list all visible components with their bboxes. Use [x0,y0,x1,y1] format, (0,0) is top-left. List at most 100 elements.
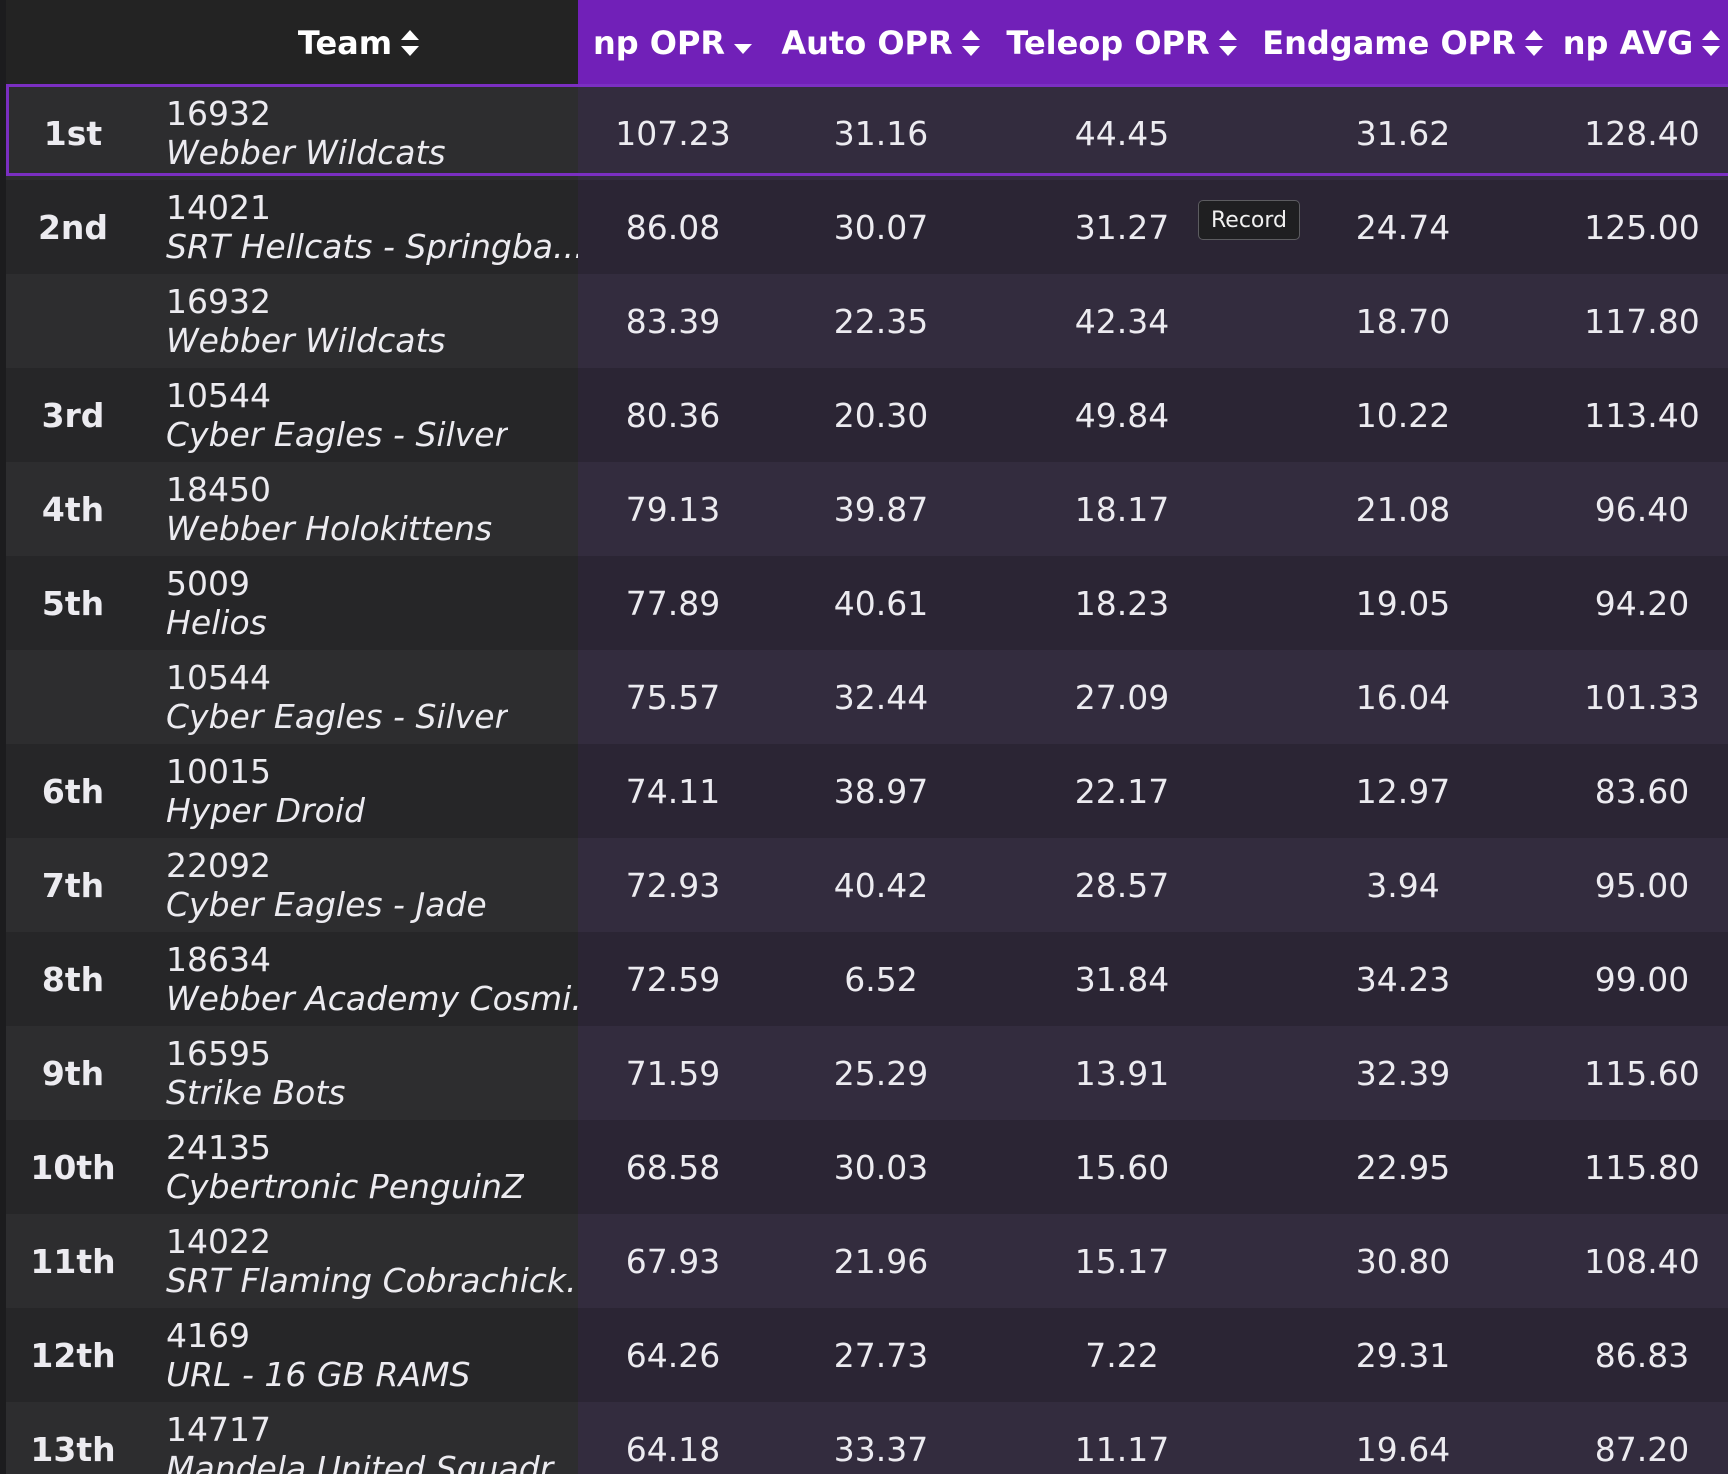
team-cell[interactable]: 16932 Webber Wildcats [140,274,578,368]
team-name: SRT Hellcats - Springba... [166,227,578,266]
endgame-opr-cell: 19.05 [1355,583,1451,623]
np-avg-cell: 117.80 [1584,301,1700,341]
np-opr-cell: 75.57 [625,677,721,717]
auto-opr-cell: 32.44 [833,677,929,717]
teleop-opr-cell: 49.84 [1074,395,1170,435]
table-row[interactable]: 9th 16595 Strike Bots 71.59 25.29 13.91 … [6,1026,1728,1120]
np-opr-cell: 67.93 [625,1241,721,1281]
np-opr-cell: 74.11 [625,771,721,811]
sort-descending-icon [733,29,753,57]
auto-opr-cell: 40.61 [833,583,929,623]
team-cell[interactable]: 18450 Webber Holokittens [140,462,578,556]
teleop-opr-cell: 18.23 [1074,583,1170,623]
np-opr-cell: 64.18 [625,1429,721,1469]
np-avg-cell: 108.40 [1584,1241,1700,1281]
column-header-np-opr[interactable]: np OPR [578,0,768,86]
np-opr-cell: 68.58 [625,1147,721,1187]
endgame-opr-cell: 22.95 [1355,1147,1451,1187]
rank-label: 11th [30,1241,116,1281]
np-avg-cell: 87.20 [1594,1429,1690,1469]
teleop-opr-cell: 44.45 [1074,113,1170,153]
team-cell[interactable]: 10544 Cyber Eagles - Silver [140,368,578,462]
table-row[interactable]: 10th 24135 Cybertronic PenguinZ 68.58 30… [6,1120,1728,1214]
teleop-opr-cell: 42.34 [1074,301,1170,341]
team-cell[interactable]: 16932 Webber Wildcats [140,86,578,180]
np-opr-cell: 72.59 [625,959,721,999]
np-opr-cell: 83.39 [625,301,721,341]
team-name: Cyber Eagles - Silver [166,415,509,454]
table-row[interactable]: 1st 16932 Webber Wildcats 107.23 31.16 4… [6,86,1728,180]
np-avg-cell: 99.00 [1594,959,1690,999]
auto-opr-cell: 27.73 [833,1335,929,1375]
column-header-auto-opr[interactable]: Auto OPR [768,0,994,86]
rank-cell: 6th [6,744,140,838]
auto-opr-cell: 6.52 [844,959,918,999]
team-number: 14717 [166,1410,271,1449]
column-header-endgame-opr[interactable]: Endgame OPR [1250,0,1556,86]
team-name: Cyber Eagles - Jade [166,885,487,924]
team-cell[interactable]: 14022 SRT Flaming Cobrachick... [140,1214,578,1308]
auto-opr-cell: 22.35 [833,301,929,341]
endgame-opr-cell: 19.64 [1355,1429,1451,1469]
team-name: Cybertronic PenguinZ [166,1167,525,1206]
team-cell[interactable]: 14717 Mandela United Squadr... [140,1402,578,1474]
table-row[interactable]: 11th 14022 SRT Flaming Cobrachick... 67.… [6,1214,1728,1308]
teleop-opr-cell: 11.17 [1074,1429,1170,1469]
column-header-np-avg[interactable]: np AVG [1556,0,1728,86]
team-cell[interactable]: 24135 Cybertronic PenguinZ [140,1120,578,1214]
table-row[interactable]: 7th 22092 Cyber Eagles - Jade 72.93 40.4… [6,838,1728,932]
np-opr-cell: 77.89 [625,583,721,623]
teleop-opr-cell: 18.17 [1074,489,1170,529]
rank-label: 3rd [41,395,105,435]
team-cell[interactable]: 22092 Cyber Eagles - Jade [140,838,578,932]
team-number: 5009 [166,564,250,603]
team-number: 10544 [166,658,271,697]
table-row[interactable]: 10544 Cyber Eagles - Silver 75.57 32.44 … [6,650,1728,744]
team-number: 16595 [166,1034,271,1073]
table-header: Team np OPR Auto OPR Teleop OPR Endgame … [6,0,1728,86]
rank-cell: 8th [6,932,140,1026]
auto-opr-cell: 30.03 [833,1147,929,1187]
table-row[interactable]: 4th 18450 Webber Holokittens 79.13 39.87… [6,462,1728,556]
np-opr-cell: 107.23 [615,113,731,153]
team-cell[interactable]: 10015 Hyper Droid [140,744,578,838]
endgame-opr-cell: 10.22 [1355,395,1451,435]
teleop-opr-cell: 28.57 [1074,865,1170,905]
rank-cell [6,274,140,368]
team-name: Mandela United Squadr... [166,1449,578,1474]
rank-cell: 4th [6,462,140,556]
auto-opr-cell: 20.30 [833,395,929,435]
np-opr-cell: 72.93 [625,865,721,905]
table-row[interactable]: 13th 14717 Mandela United Squadr... 64.1… [6,1402,1728,1474]
np-avg-cell: 95.00 [1594,865,1690,905]
endgame-opr-cell: 32.39 [1355,1053,1451,1093]
team-cell[interactable]: 18634 Webber Academy Cosmi... [140,932,578,1026]
column-header-teleop-opr[interactable]: Teleop OPR [994,0,1250,86]
sort-both-icon [1701,29,1721,57]
rank-cell: 12th [6,1308,140,1402]
team-cell[interactable]: 10544 Cyber Eagles - Silver [140,650,578,744]
table-row[interactable]: 16932 Webber Wildcats 83.39 22.35 42.34 … [6,274,1728,368]
endgame-opr-cell: 18.70 [1355,301,1451,341]
team-cell[interactable]: 5009 Helios [140,556,578,650]
rank-label: 2nd [37,207,109,247]
table-row[interactable]: 6th 10015 Hyper Droid 74.11 38.97 22.17 … [6,744,1728,838]
column-header-team[interactable]: Team [140,0,578,86]
auto-opr-cell: 30.07 [833,207,929,247]
table-row[interactable]: 8th 18634 Webber Academy Cosmi... 72.59 … [6,932,1728,1026]
sort-both-icon [961,29,981,57]
team-name: Helios [166,603,267,642]
rank-label: 10th [30,1147,116,1187]
auto-opr-cell: 38.97 [833,771,929,811]
team-cell[interactable]: 4169 URL - 16 GB RAMS [140,1308,578,1402]
table-row[interactable]: 3rd 10544 Cyber Eagles - Silver 80.36 20… [6,368,1728,462]
table-row[interactable]: 12th 4169 URL - 16 GB RAMS 64.26 27.73 7… [6,1308,1728,1402]
team-name: Cyber Eagles - Silver [166,697,509,736]
teleop-opr-cell: 15.60 [1074,1147,1170,1187]
table-row[interactable]: 2nd 14021 SRT Hellcats - Springba... 86.… [6,180,1728,274]
team-cell[interactable]: 14021 SRT Hellcats - Springba... [140,180,578,274]
team-cell[interactable]: 16595 Strike Bots [140,1026,578,1120]
sort-both-icon [400,29,420,57]
rank-label: 12th [30,1335,116,1375]
table-row[interactable]: 5th 5009 Helios 77.89 40.61 18.23 19.05 … [6,556,1728,650]
